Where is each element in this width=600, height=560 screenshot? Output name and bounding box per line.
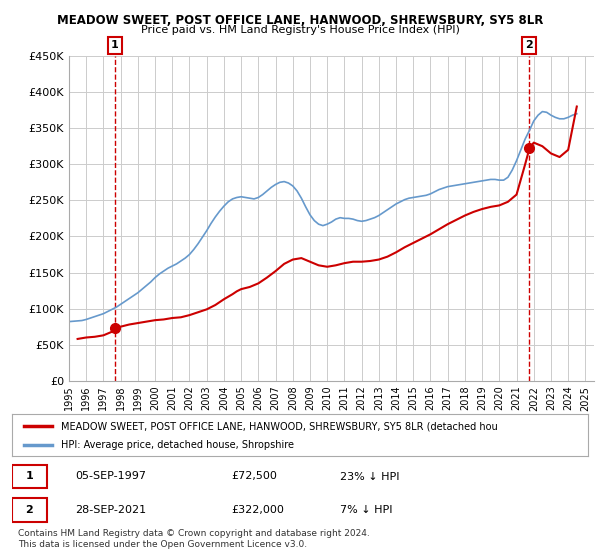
Text: £322,000: £322,000 [231, 505, 284, 515]
Text: £72,500: £72,500 [231, 472, 277, 482]
FancyBboxPatch shape [12, 498, 47, 522]
Text: Price paid vs. HM Land Registry's House Price Index (HPI): Price paid vs. HM Land Registry's House … [140, 25, 460, 35]
Text: 23% ↓ HPI: 23% ↓ HPI [340, 472, 400, 482]
Text: 28-SEP-2021: 28-SEP-2021 [76, 505, 146, 515]
Text: 1: 1 [111, 40, 119, 50]
Text: 7% ↓ HPI: 7% ↓ HPI [340, 505, 393, 515]
Text: HPI: Average price, detached house, Shropshire: HPI: Average price, detached house, Shro… [61, 440, 294, 450]
Text: 05-SEP-1997: 05-SEP-1997 [76, 472, 146, 482]
Text: Contains HM Land Registry data © Crown copyright and database right 2024.
This d: Contains HM Land Registry data © Crown c… [18, 529, 370, 549]
Text: MEADOW SWEET, POST OFFICE LANE, HANWOOD, SHREWSBURY, SY5 8LR: MEADOW SWEET, POST OFFICE LANE, HANWOOD,… [57, 14, 543, 27]
FancyBboxPatch shape [12, 465, 47, 488]
Text: 2: 2 [25, 505, 33, 515]
Text: 1: 1 [25, 472, 33, 482]
Text: MEADOW SWEET, POST OFFICE LANE, HANWOOD, SHREWSBURY, SY5 8LR (detached hou: MEADOW SWEET, POST OFFICE LANE, HANWOOD,… [61, 421, 498, 431]
Text: 2: 2 [525, 40, 533, 50]
